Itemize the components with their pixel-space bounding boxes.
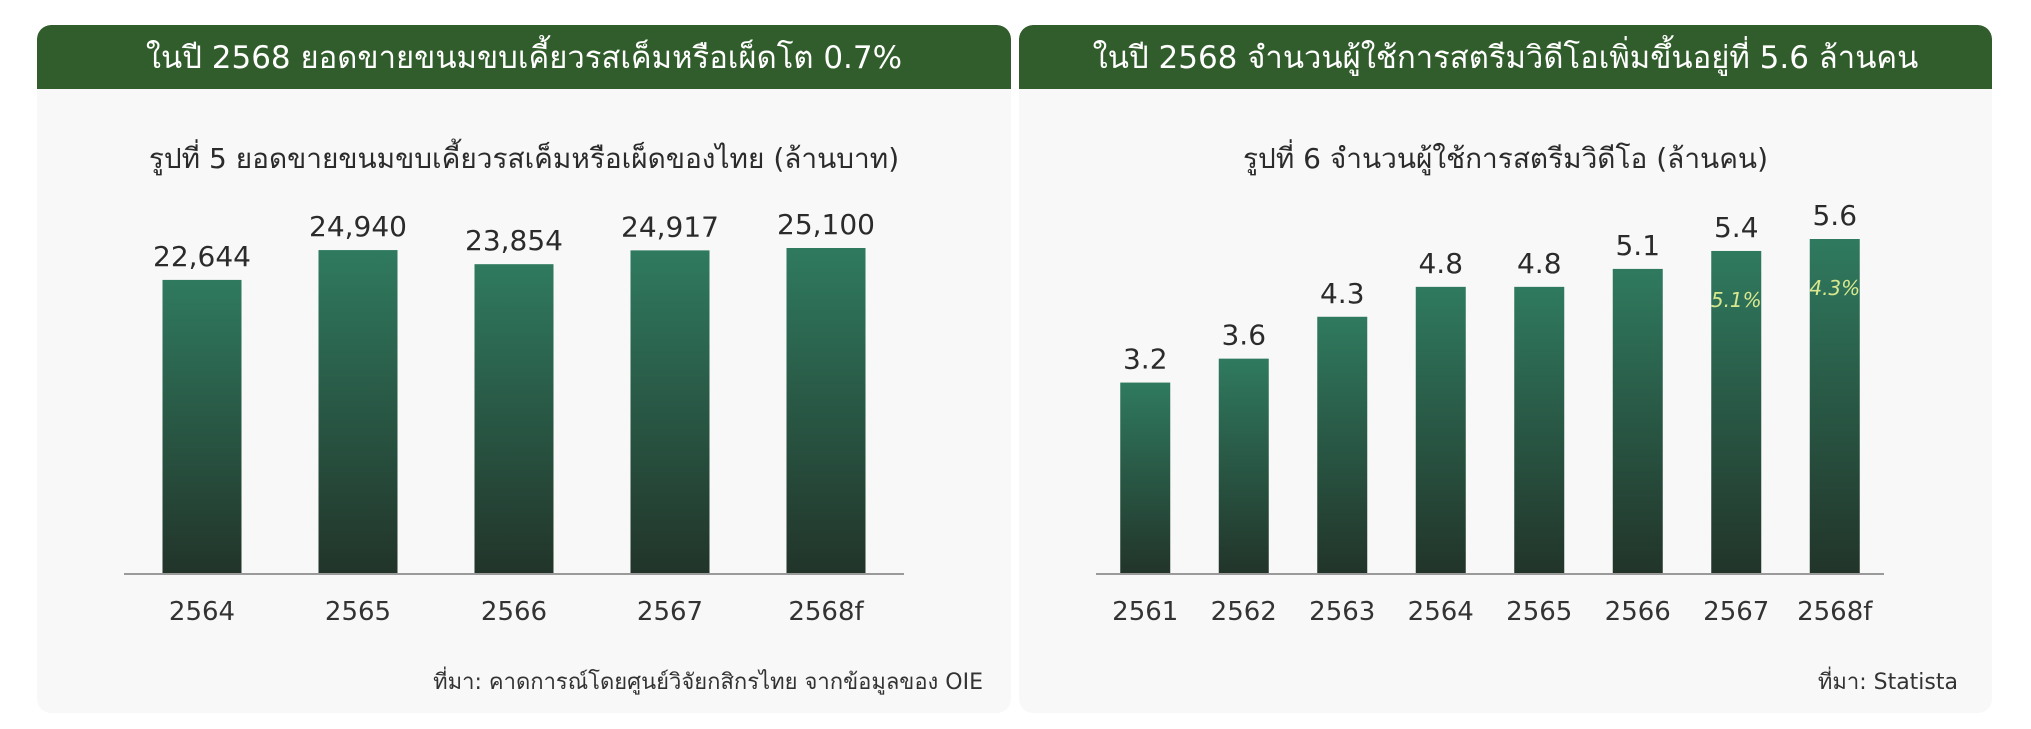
sales-chart-title: รูปที่ 5 ยอดขายขนมขบเคี้ยวรสเค็มหรือเผ็ด…	[148, 142, 900, 175]
streaming-headline-banner: ในปี 2568 จำนวนผู้ใช้การสตรีมวิดีโอเพิ่ม…	[1019, 25, 1992, 89]
value-label-2564: 22,644	[153, 240, 251, 273]
value-label-2568f: 5.6	[1812, 199, 1857, 232]
sales-bar-chart: 22,644 2564 24,940 2565 23,854 2566 24,917 2567…	[124, 208, 904, 627]
tick-label-2563: 2563	[1309, 597, 1375, 627]
sales-headline-banner: ในปี 2568 ยอดขายขนมขบเคี้ยวรสเค็มหรือเผ็…	[37, 25, 1011, 89]
bar-2567	[630, 250, 710, 574]
value-label-2563: 4.3	[1320, 277, 1365, 310]
growth-annotation-2568f: 4.3%	[1809, 276, 1860, 300]
value-label-2566: 23,854	[465, 224, 563, 257]
growth-annotation-2567: 5.1%	[1711, 288, 1762, 312]
value-label-2566: 5.1	[1615, 229, 1660, 262]
bar-2568f	[786, 248, 866, 574]
bar-2567	[1711, 250, 1762, 574]
value-label-2568f: 25,100	[777, 208, 875, 241]
bar-2562	[1218, 358, 1269, 574]
bar-2564	[1415, 286, 1466, 574]
bar-2564	[162, 279, 242, 574]
tick-label-2561: 2561	[1112, 597, 1178, 627]
streaming-chart-title: รูปที่ 6 จำนวนผู้ใช้การสตรีมวิดีโอ (ล้าน…	[1243, 142, 1768, 175]
bar-2566	[1612, 268, 1663, 574]
value-label-2565: 24,940	[309, 210, 407, 243]
tick-label-2567: 2567	[1703, 597, 1769, 627]
value-label-2564: 4.8	[1418, 247, 1463, 280]
value-label-2561: 3.2	[1123, 343, 1168, 376]
value-label-2567: 5.4	[1714, 211, 1759, 244]
tick-label-2568f: 2568f	[1797, 597, 1873, 627]
value-label-2567: 24,917	[621, 210, 719, 243]
bar-2565	[318, 250, 398, 574]
tick-label-2565: 2565	[325, 597, 391, 627]
bar-2561	[1120, 382, 1171, 574]
tick-label-2568f: 2568f	[788, 597, 864, 627]
tick-label-2562: 2562	[1211, 597, 1277, 627]
bar-2568f	[1809, 239, 1860, 574]
tick-label-2564: 2564	[1408, 597, 1474, 627]
tick-label-2566: 2566	[1605, 597, 1671, 627]
sales-source-note: ที่มา: คาดการณ์โดยศูนย์วิจัยกสิกรไทย จาก…	[433, 670, 983, 695]
bar-2566	[474, 264, 554, 574]
value-label-2562: 3.6	[1221, 319, 1266, 352]
chart-panel-streaming: ในปี 2568 จำนวนผู้ใช้การสตรีมวิดีโอเพิ่ม…	[1019, 25, 1992, 713]
bar-2563	[1317, 316, 1368, 574]
streaming-bar-chart: 3.2 2561 3.6 2562 4.3 2563 4.8 2564 4.8 2565 5.1 25…	[1096, 199, 1884, 627]
tick-label-2566: 2566	[481, 597, 547, 627]
chart-panel-sales: ในปี 2568 ยอดขายขนมขบเคี้ยวรสเค็มหรือเผ็…	[37, 25, 1011, 713]
bar-2565	[1514, 286, 1565, 574]
tick-label-2567: 2567	[637, 597, 703, 627]
tick-label-2564: 2564	[169, 597, 235, 627]
streaming-source-note: ที่มา: Statista	[1817, 670, 1958, 695]
value-label-2565: 4.8	[1517, 247, 1562, 280]
tick-label-2565: 2565	[1506, 597, 1572, 627]
